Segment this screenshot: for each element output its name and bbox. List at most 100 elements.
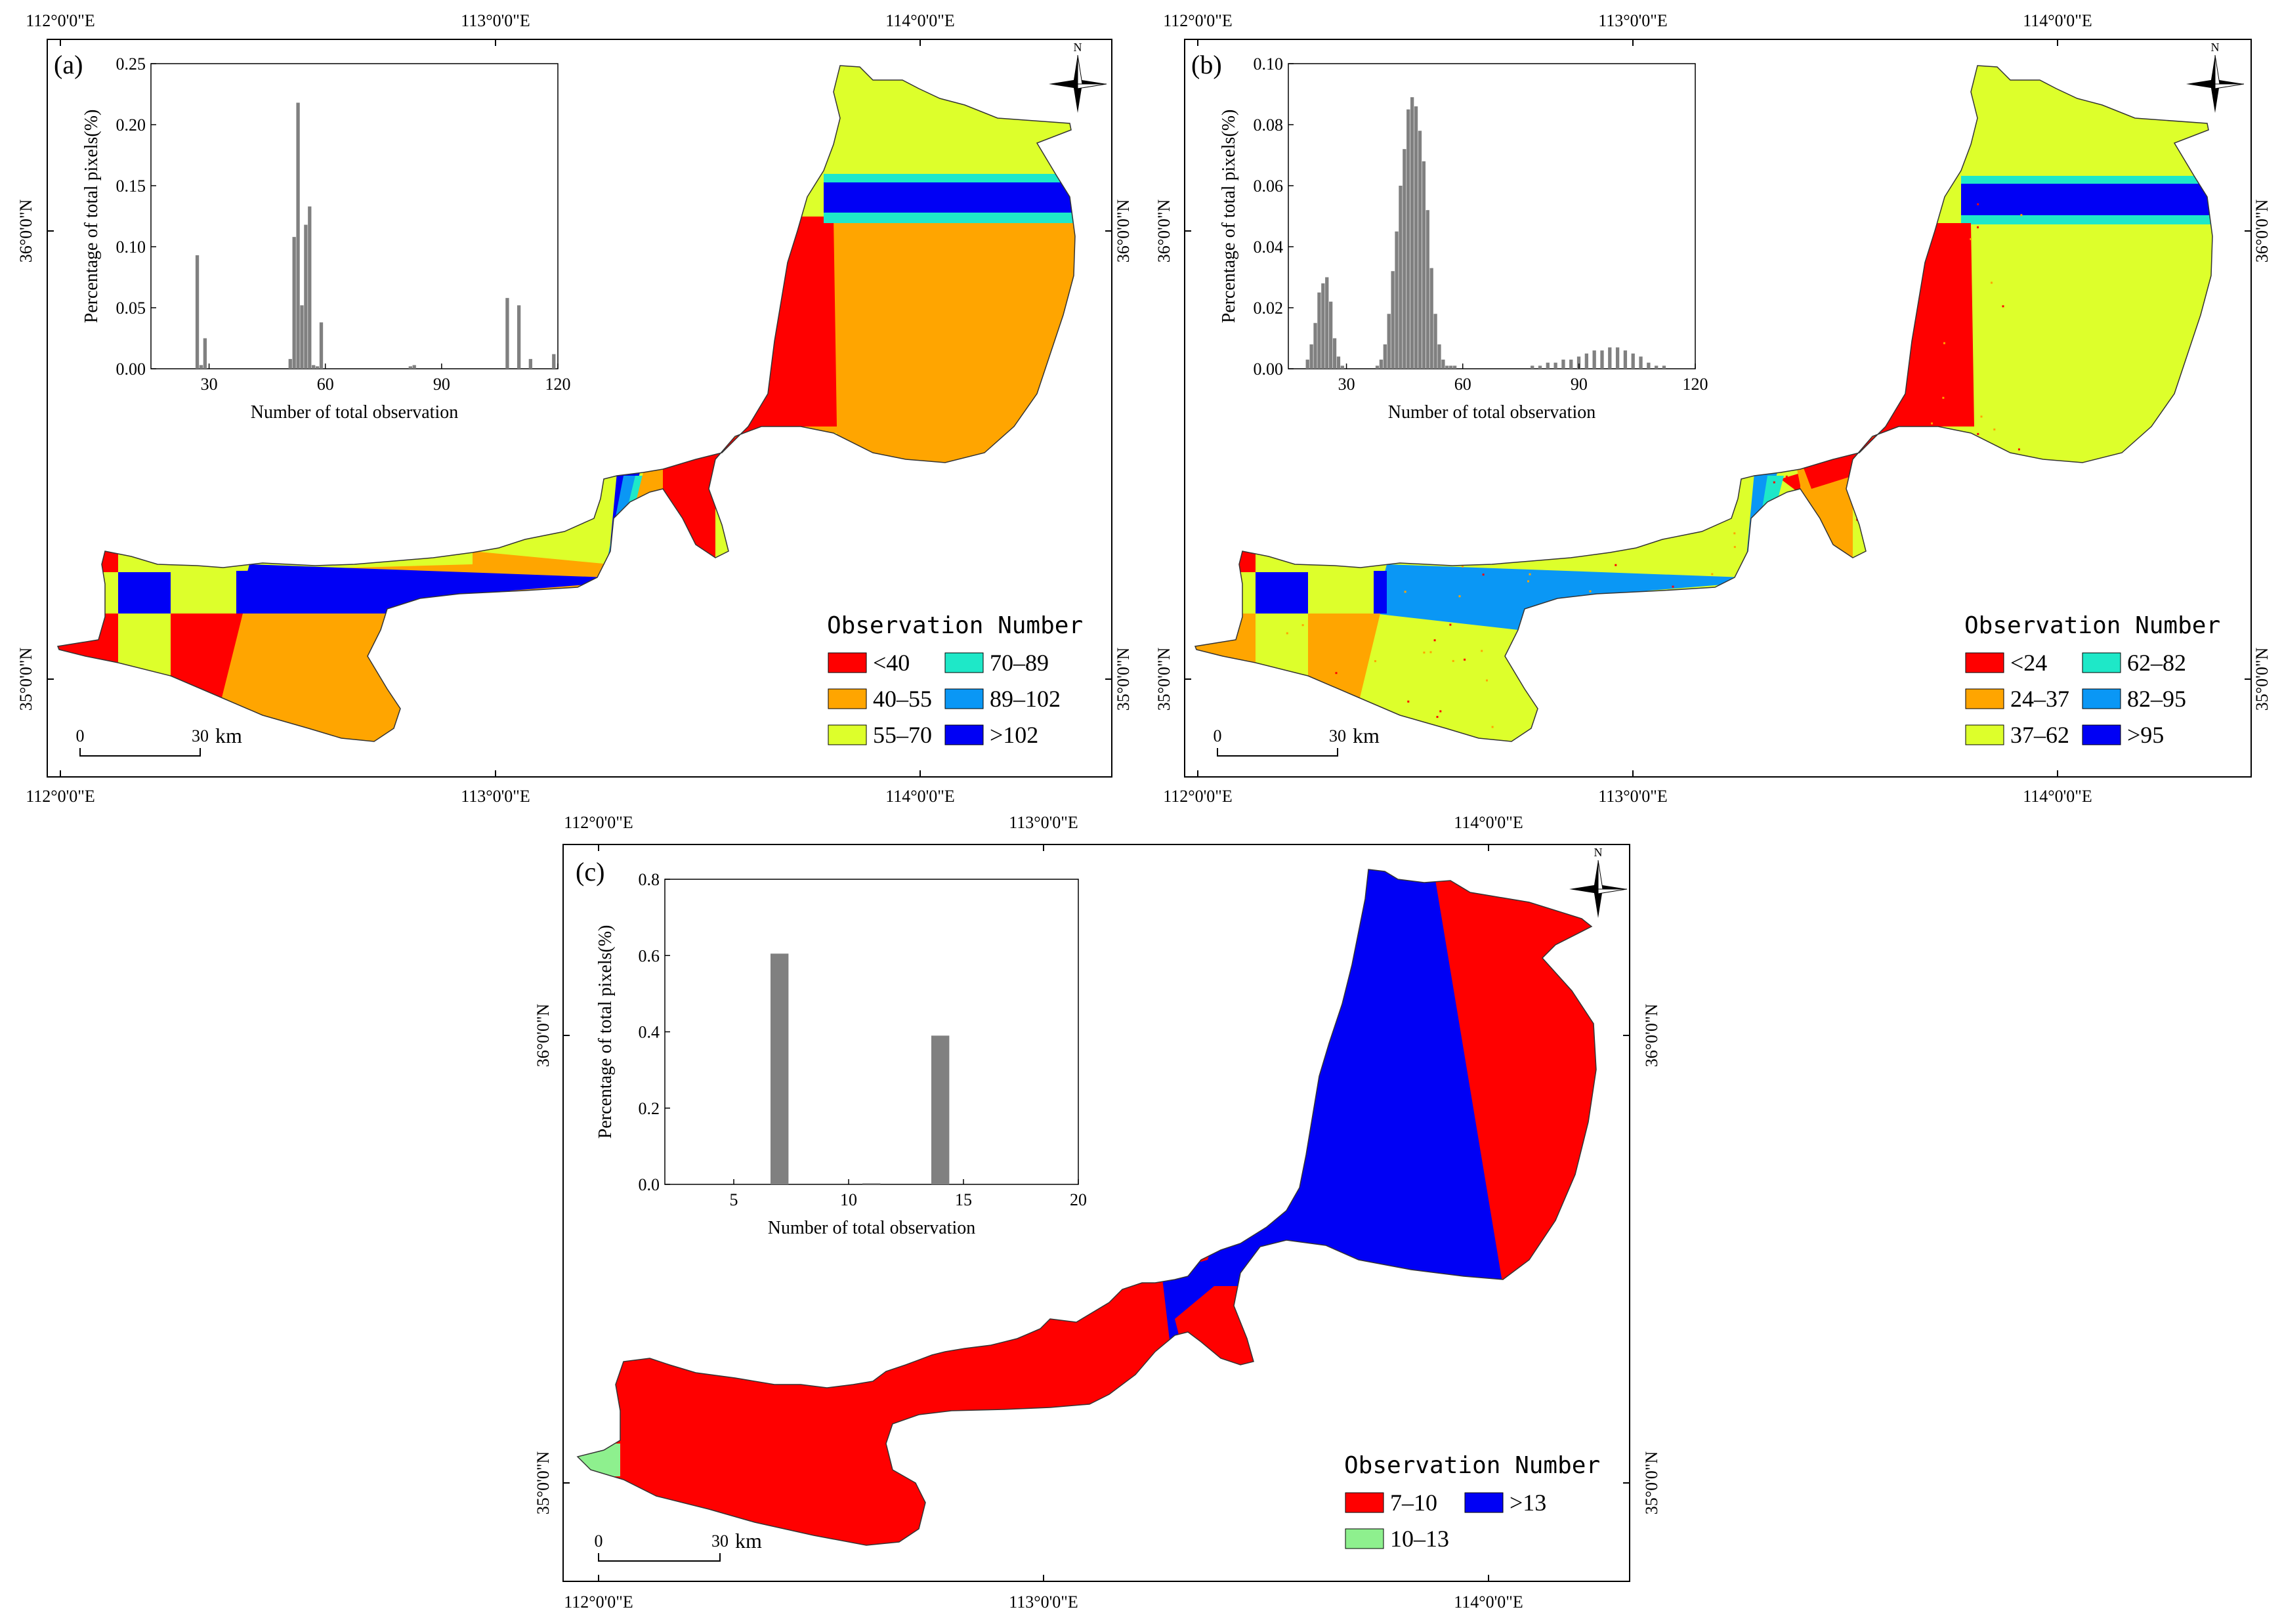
frame-ticks-a <box>47 39 1112 777</box>
histogram-bar <box>1426 210 1429 369</box>
speckle-dot <box>1301 624 1304 627</box>
histogram-bar <box>1391 271 1395 369</box>
legend-swatch-a-0 <box>828 652 867 673</box>
histogram-bar <box>1309 344 1313 369</box>
histogram-bar <box>1340 365 1345 369</box>
y-tick-label: 0.4 <box>639 1023 660 1042</box>
legend-swatch-b-5 <box>2082 724 2121 745</box>
histogram-bar <box>1313 323 1317 369</box>
histogram-bar <box>1429 268 1433 369</box>
speckle-dot <box>1970 334 1972 336</box>
y-tick-label: 0.20 <box>116 115 146 135</box>
histogram-bar <box>288 359 292 369</box>
frame-ticks-b <box>1185 39 2251 777</box>
histogram-bar <box>1325 277 1329 369</box>
histogram-bar <box>1437 344 1441 369</box>
histogram-bar <box>412 365 416 369</box>
histogram-bar <box>1662 365 1666 369</box>
legend-swatch-b-3 <box>2082 688 2121 709</box>
lon-tick-top-114: 114°0'0"E <box>885 11 955 30</box>
legend-label-a-3: 89–102 <box>990 686 1061 712</box>
x-tick-label: 90 <box>433 375 450 394</box>
y-tick-label: 0.8 <box>639 870 660 889</box>
y-tick-label: 0.0 <box>639 1175 660 1194</box>
y-tick-label: 0.10 <box>1254 54 1284 73</box>
y-axis-label: Percentage of total pixels(%) <box>595 925 616 1139</box>
x-tick-label: 30 <box>201 375 218 394</box>
y-axis-label: Percentage of total pixels(%) <box>1219 110 1239 323</box>
histogram-bar <box>862 1183 881 1184</box>
legend-label-c-2: 10–13 <box>1390 1526 1449 1552</box>
y-tick-label: 0.05 <box>116 299 146 318</box>
speckle-dot <box>2002 305 2004 308</box>
histogram-bar <box>1445 365 1449 369</box>
histogram-bar <box>1546 362 1550 369</box>
scale-end-c: 30 <box>711 1531 729 1551</box>
speckle-dot <box>1820 509 1823 512</box>
histogram-bar <box>1531 365 1534 369</box>
x-axis-label: Number of total observation <box>1388 402 1595 423</box>
panel-b: 112°0'0"E 113°0'0"E 114°0'0"E 112°0'0"E … <box>1154 11 2271 806</box>
histogram-bar <box>308 206 312 369</box>
histogram-a: 30 60 90 120 0.00 0.05 0.10 0.15 0.20 0.25 Number … <box>81 54 571 423</box>
legend-swatch-b-1 <box>2082 652 2121 673</box>
scale-unit-a: km <box>215 724 242 747</box>
speckle-dot <box>1991 281 1993 284</box>
histogram-bar <box>1317 292 1321 369</box>
histogram-bar <box>528 359 533 369</box>
speckle-dot <box>1809 480 1812 483</box>
speckle-dot <box>1462 565 1464 568</box>
speckle-dot <box>1374 660 1376 663</box>
speckle-dot <box>1439 710 1442 713</box>
histogram-bar <box>195 255 200 369</box>
histogram-bar <box>1569 360 1573 369</box>
legend-label-b-2: 24–37 <box>2010 686 2069 712</box>
histogram-bar <box>315 366 320 369</box>
legend-label-b-3: 82–95 <box>2127 686 2186 712</box>
legend-title-b: Observation Number <box>1964 612 2220 639</box>
histogram-frame-b <box>1288 63 1696 369</box>
histogram-bar <box>300 305 304 369</box>
histogram-bar <box>505 298 509 369</box>
y-tick-label: 0.2 <box>639 1099 660 1118</box>
lon-tick-bottom-114-c: 114°0'0"E <box>1454 1593 1523 1612</box>
speckle-dot <box>1404 591 1406 593</box>
lon-tick-bottom-113-b: 113°0'0"E <box>1598 787 1668 806</box>
lon-tick-top-112-b: 112°0'0"E <box>1163 11 1233 30</box>
lon-tick-bottom-113-c: 113°0'0"E <box>1009 1593 1078 1612</box>
histogram-bar <box>1329 301 1333 369</box>
y-tick-label: 0.06 <box>1254 177 1284 196</box>
legend-swatch-b-2 <box>1965 688 2004 709</box>
legend-swatch-a-2 <box>828 688 867 709</box>
histogram-bar <box>1379 360 1384 369</box>
speckle-dot <box>1980 415 1983 418</box>
histogram-bar <box>408 366 412 369</box>
histogram-bar <box>296 102 300 369</box>
x-tick-label: 120 <box>1683 375 1708 394</box>
histogram-bar <box>1592 350 1596 369</box>
panel-a: 112°0'0"E 113°0'0"E 114°0'0"E 112°0'0"E … <box>16 11 1133 806</box>
histogram-bar <box>1561 360 1565 369</box>
histogram-bar <box>931 1035 950 1184</box>
speckle-dot <box>1429 651 1432 654</box>
histogram-bar <box>1655 365 1659 369</box>
speckle-dot <box>1436 716 1439 718</box>
y-tick-label: 0.10 <box>116 238 146 257</box>
speckle-dot <box>1970 238 1972 240</box>
speckle-dot <box>1993 428 1996 430</box>
region-outline <box>1194 65 2213 742</box>
north-label-c: N <box>1594 846 1603 859</box>
speckle-dot <box>1286 632 1288 635</box>
histogram-bar <box>1584 353 1589 369</box>
north-label-a: N <box>1074 41 1082 54</box>
speckle-dot <box>1407 700 1410 703</box>
x-tick-label: 60 <box>317 375 334 394</box>
legend-c: Observation Number 7–10 >13 10–13 <box>1344 1452 1600 1552</box>
lat-tick-left-35: 35°0'0"N <box>16 648 35 711</box>
legend-swatch-c-0 <box>1345 1492 1384 1513</box>
x-tick-label: 120 <box>545 375 571 394</box>
region-outline <box>56 65 1076 742</box>
scale-unit-c: km <box>735 1529 762 1552</box>
legend-swatch-c-1 <box>1464 1492 1504 1513</box>
